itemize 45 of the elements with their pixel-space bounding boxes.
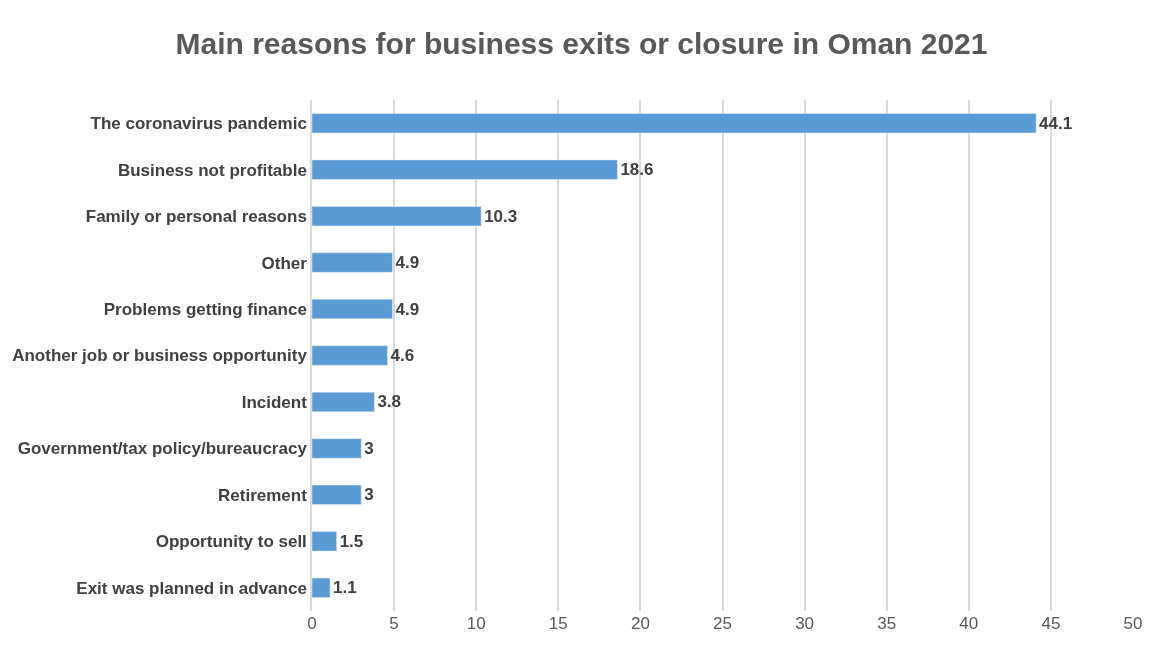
bar (312, 531, 337, 552)
x-tick-label: 25 (713, 614, 732, 633)
x-tick-label: 15 (548, 614, 568, 633)
bar (312, 345, 388, 366)
x-tick-label: 50 (1123, 614, 1143, 633)
y-tick-label: Retirement (218, 485, 308, 505)
chart-title: Main reasons for business exits or closure in Oman 2021 (175, 27, 988, 61)
y-tick-label: Family or personal reasons (85, 207, 307, 227)
x-tick-label: 10 (466, 614, 486, 633)
y-tick-label: Other (261, 253, 308, 273)
bar (312, 391, 375, 412)
data-label: 3 (364, 485, 374, 505)
x-tick-label: 40 (959, 614, 979, 633)
data-label: 3 (364, 438, 374, 458)
x-tick-label: 20 (630, 614, 650, 633)
y-tick-label: Opportunity to sell (155, 532, 307, 552)
data-label: 44.1 (1039, 113, 1073, 133)
x-tick-label: 5 (389, 614, 399, 633)
data-label: 4.6 (390, 346, 415, 365)
bar (312, 206, 482, 227)
data-label: 4.9 (395, 299, 420, 319)
x-tick-label: 45 (1041, 614, 1061, 633)
bar (312, 252, 393, 273)
x-tick-label: 0 (307, 614, 317, 633)
y-tick-label: Exit was planned in advance (76, 578, 307, 598)
bar (312, 484, 362, 505)
data-label: 4.9 (395, 253, 420, 273)
bar (312, 438, 362, 459)
data-label: 1.5 (339, 531, 364, 551)
y-tick-label: Government/tax policy/bureaucracy (17, 439, 308, 459)
bar (312, 577, 331, 598)
data-label: 18.6 (620, 160, 654, 180)
y-tick-label: The coronavirus pandemic (90, 114, 307, 134)
x-tick-label: 35 (877, 614, 897, 633)
bar (312, 299, 393, 320)
y-tick-label: Business not profitable (117, 160, 307, 180)
y-tick-label: Another job or business opportunity (12, 346, 308, 366)
y-tick-label: Incident (241, 392, 308, 412)
data-label: 10.3 (484, 206, 518, 226)
data-label: 1.1 (333, 578, 357, 598)
bar (312, 159, 618, 180)
x-tick-label: 30 (795, 614, 815, 633)
data-label: 3.8 (377, 392, 402, 412)
bar (312, 113, 1037, 134)
y-tick-label: Problems getting finance (103, 300, 307, 319)
